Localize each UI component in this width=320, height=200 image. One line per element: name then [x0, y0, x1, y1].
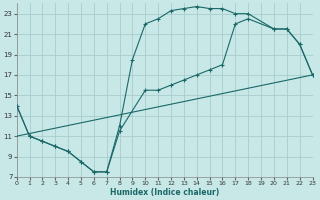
X-axis label: Humidex (Indice chaleur): Humidex (Indice chaleur)	[110, 188, 219, 197]
